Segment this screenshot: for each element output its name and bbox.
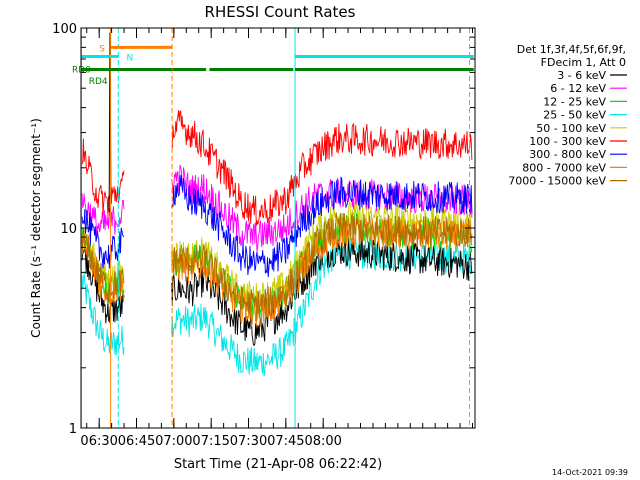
legend-label: 800 - 7000 keV xyxy=(522,161,606,174)
footer-timestamp: 14-Oct-2021 09:39 xyxy=(552,468,628,477)
flag-label: RD4 xyxy=(89,77,108,87)
series-layer xyxy=(81,32,473,377)
legend-header-line-1: Det 1f,3f,4f,5f,6f,9f, xyxy=(517,43,626,56)
series-line xyxy=(81,164,473,252)
legend: Det 1f,3f,4f,5f,6f,9f, FDecim 1, Att 0 3… xyxy=(508,43,627,188)
series-line xyxy=(81,212,473,321)
x-tick-label: 07:15 xyxy=(192,434,229,449)
y-tick-label: 10 xyxy=(60,222,77,237)
legend-label: 7000 - 15000 keV xyxy=(508,175,606,188)
legend-label: 12 - 25 keV xyxy=(543,95,606,108)
x-tick-label: 07:45 xyxy=(267,434,304,449)
y-tick-label: 1 xyxy=(69,422,77,437)
x-axis-label: Start Time (21-Apr-08 06:22:42) xyxy=(174,457,382,472)
series-line xyxy=(81,175,473,278)
flag-label: S xyxy=(99,44,105,54)
legend-label: 100 - 300 keV xyxy=(529,135,606,148)
legend-label: 25 - 50 keV xyxy=(543,109,606,122)
y-axis-label: Count Rate (s⁻¹ detector segment⁻¹) xyxy=(29,118,43,338)
axes: 1 10 100 06:30 06:45 07:00 07:15 07:30 07:45 08:0… xyxy=(52,22,475,449)
y-tick-label: 100 xyxy=(52,22,77,37)
legend-label: 3 - 6 keV xyxy=(557,69,606,82)
x-tick-label: 08:00 xyxy=(304,434,341,449)
legend-label: 300 - 800 keV xyxy=(529,148,606,161)
chart-title: RHESSI Count Rates xyxy=(205,3,356,21)
legend-label: 6 - 12 keV xyxy=(550,82,606,95)
flag-label: RD0 xyxy=(72,66,91,76)
x-tick-label: 06:30 xyxy=(80,434,117,449)
legend-header-line-2: FDecim 1, Att 0 xyxy=(541,56,626,69)
flag-label: N xyxy=(127,54,134,64)
x-tick-label: 07:00 xyxy=(155,434,192,449)
x-tick-label: 07:30 xyxy=(230,434,267,449)
legend-label: 50 - 100 keV xyxy=(536,122,606,135)
x-tick-label: 06:45 xyxy=(118,434,155,449)
series-line xyxy=(81,110,473,226)
